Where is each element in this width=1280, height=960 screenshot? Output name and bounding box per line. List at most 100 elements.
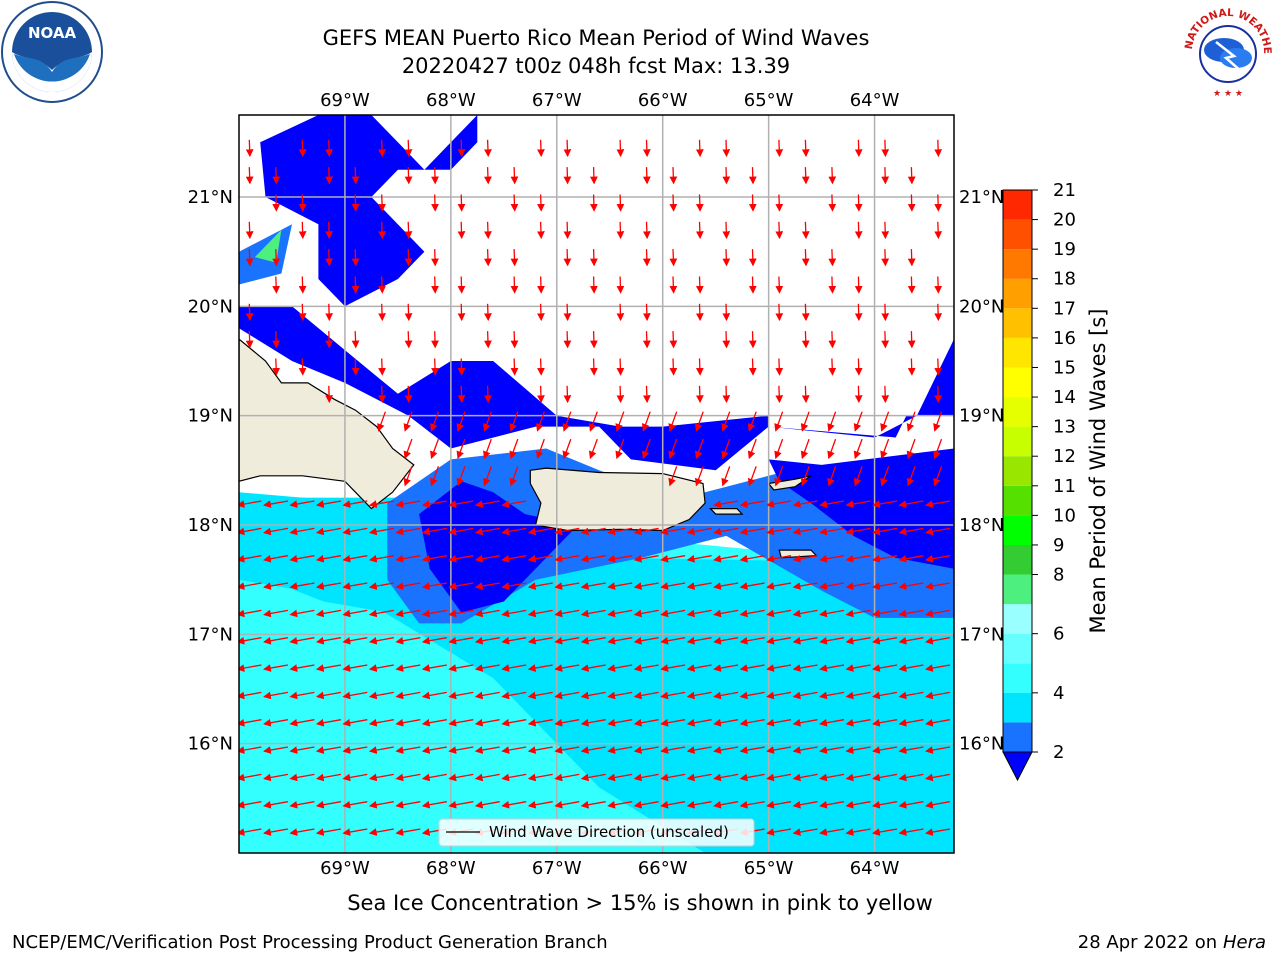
wave-arrow xyxy=(404,249,413,267)
wave-arrow xyxy=(686,718,712,727)
wave-arrow xyxy=(766,828,792,836)
wave-arrow xyxy=(378,358,386,376)
wave-arrow xyxy=(774,466,784,487)
wave-arrow xyxy=(580,609,606,618)
wave-arrow xyxy=(588,411,598,432)
wave-arrow xyxy=(766,527,792,536)
wave-arrow xyxy=(694,438,704,460)
wave-arrow xyxy=(448,582,474,590)
wave-arrow xyxy=(431,276,439,294)
wave-arrow xyxy=(801,221,810,240)
wave-arrow xyxy=(484,167,492,185)
wave-arrow xyxy=(368,718,394,727)
wave-arrow xyxy=(554,636,580,645)
colorbar-tick-label: 4 xyxy=(1053,683,1064,704)
wave-arrow xyxy=(686,773,712,782)
colorbar-segment xyxy=(1003,397,1032,427)
wave-arrow xyxy=(421,773,447,782)
wave-arrow xyxy=(484,249,492,267)
wave-arrow xyxy=(747,466,757,487)
wave-arrow xyxy=(325,331,333,349)
wave-arrow xyxy=(509,466,519,487)
wave-arrow xyxy=(537,358,545,376)
lat-tick-label-left: 20°N xyxy=(188,296,233,317)
wave-arrow xyxy=(289,718,315,727)
wave-arrow xyxy=(239,800,262,809)
wave-arrow xyxy=(925,500,951,508)
wave-arrow xyxy=(660,609,686,618)
colorbar-segment xyxy=(1003,426,1032,457)
wave-arrow xyxy=(881,221,890,240)
wave-arrow xyxy=(872,664,898,672)
wave-arrow xyxy=(695,358,704,376)
lon-tick-label-bottom: 67°W xyxy=(532,858,582,879)
wave-arrow xyxy=(854,303,863,322)
wave-arrow xyxy=(933,411,943,432)
wave-arrow xyxy=(774,438,784,460)
wave-arrow xyxy=(660,800,686,809)
band-under-2-nw xyxy=(260,115,478,307)
colorbar-tick-label: 13 xyxy=(1053,417,1076,438)
wave-arrow xyxy=(431,358,439,376)
wave-arrow xyxy=(881,303,890,322)
wave-arrow xyxy=(934,221,943,240)
wave-arrow xyxy=(368,773,394,782)
wave-arrow xyxy=(315,800,342,809)
wave-arrow xyxy=(378,385,386,404)
wave-arrow xyxy=(501,773,527,782)
wave-arrow xyxy=(766,773,792,782)
wave-arrow xyxy=(315,718,342,727)
wave-arrow xyxy=(853,411,863,432)
lat-tick-label-left: 21°N xyxy=(188,187,233,208)
wave-arrow xyxy=(721,438,731,460)
wave-arrow xyxy=(457,385,466,404)
wave-arrow xyxy=(580,582,606,590)
wave-arrow xyxy=(421,718,447,727)
wave-arrow xyxy=(589,194,598,212)
wave-arrow xyxy=(660,664,686,672)
wave-arrow xyxy=(854,358,863,376)
wave-arrow xyxy=(668,466,678,487)
wave-arrow xyxy=(351,276,360,294)
wave-arrow xyxy=(342,773,368,782)
wave-arrow xyxy=(289,746,315,754)
wave-arrow xyxy=(721,411,731,432)
wave-arrow xyxy=(484,139,492,158)
wave-arrow xyxy=(448,800,474,809)
wave-arrow xyxy=(668,438,678,460)
wave-arrow xyxy=(713,527,739,536)
wave-arrow xyxy=(457,276,466,294)
wave-arrow xyxy=(722,249,731,267)
wave-arrow xyxy=(298,139,307,158)
lat-tick-label-left: 17°N xyxy=(188,624,233,645)
colorbar-segment xyxy=(1003,337,1032,368)
wave-arrow xyxy=(925,718,951,727)
wave-arrow xyxy=(431,331,439,349)
wave-arrow xyxy=(510,249,519,267)
wave-arrow xyxy=(501,554,527,563)
wave-arrow xyxy=(289,609,315,618)
noaa-logo: NOAA xyxy=(1,1,103,103)
colorbar-tick-label: 12 xyxy=(1053,446,1076,467)
wave-arrow xyxy=(845,718,871,727)
wave-arrow xyxy=(527,691,553,700)
wave-arrow xyxy=(315,527,342,536)
wave-arrow xyxy=(845,500,871,508)
wave-arrow xyxy=(615,411,625,432)
wave-arrow xyxy=(695,221,704,240)
wave-arrow xyxy=(747,438,757,460)
wave-arrow xyxy=(633,691,659,700)
wave-arrow xyxy=(845,636,871,645)
wave-arrow xyxy=(872,500,898,508)
wave-arrow xyxy=(660,527,686,536)
wave-arrow xyxy=(395,664,421,672)
wave-arrow xyxy=(272,276,281,294)
wave-arrow xyxy=(827,466,837,487)
wave-arrow xyxy=(898,582,924,590)
wave-arrow xyxy=(395,582,421,590)
wave-arrow xyxy=(934,139,943,158)
wave-arrow xyxy=(342,609,368,618)
legend-label: Wind Wave Direction (unscaled) xyxy=(489,823,729,841)
wave-arrow xyxy=(315,636,342,645)
wave-arrow xyxy=(580,636,606,645)
